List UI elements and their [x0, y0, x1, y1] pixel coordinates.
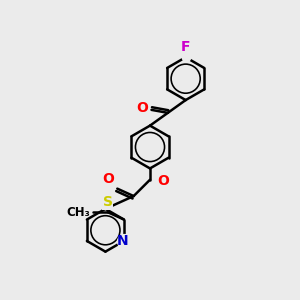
Text: CH₃: CH₃ — [67, 206, 90, 219]
Text: N: N — [117, 234, 128, 248]
Text: O: O — [136, 101, 148, 116]
Text: S: S — [103, 195, 112, 209]
Text: O: O — [103, 172, 114, 186]
Text: F: F — [181, 40, 190, 54]
Text: O: O — [158, 174, 169, 188]
